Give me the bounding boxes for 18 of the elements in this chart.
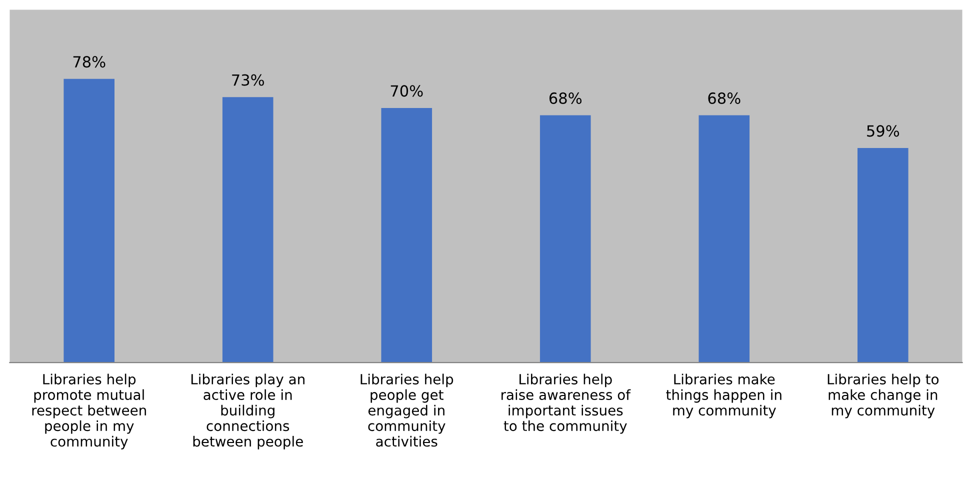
data-label: 68%	[708, 92, 740, 104]
data-label: 59%	[867, 125, 900, 137]
bar	[222, 97, 274, 363]
bar	[540, 115, 591, 363]
x-tick-label: Libraries make things happen in my community	[666, 374, 782, 418]
x-tick-label: Libraries help raise awareness of important issues to the community	[502, 374, 631, 434]
x-tick-label: Libraries help people get engaged in community activities	[360, 374, 454, 447]
data-label: 73%	[232, 74, 264, 86]
data-label: 78%	[73, 56, 106, 68]
data-label: 70%	[390, 85, 423, 97]
bar	[381, 108, 432, 363]
x-tick-label: Libraries help to make change in my community	[828, 374, 939, 418]
x-tick-label: Libraries play an active role in building connections between people	[191, 374, 304, 450]
bar	[64, 78, 114, 363]
bar	[698, 115, 750, 363]
data-label: 68%	[549, 92, 582, 104]
bar	[858, 148, 908, 363]
x-tick-label: Libraries help promote mutual respect between people in my community	[32, 374, 146, 450]
